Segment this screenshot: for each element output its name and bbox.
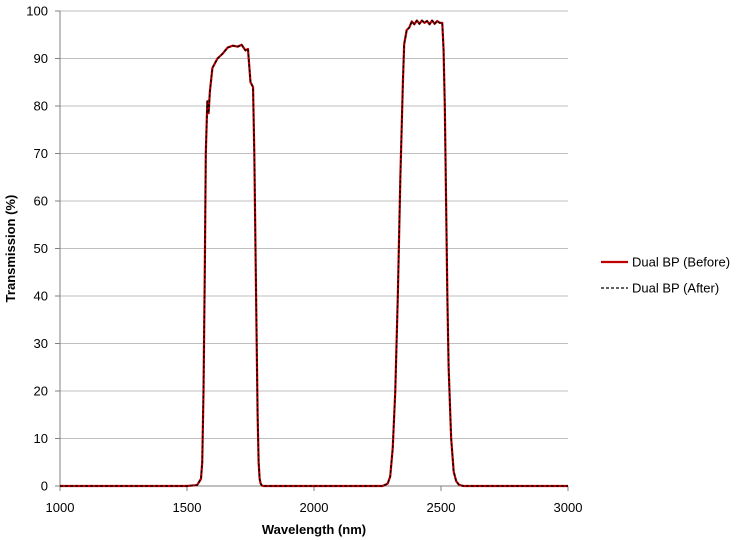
- y-tick-label-90: 90: [34, 51, 48, 66]
- x-tick-label-2000: 2000: [300, 500, 329, 515]
- y-axis-title: Transmission (%): [3, 195, 18, 303]
- legend-label-0: Dual BP (Before): [632, 255, 730, 270]
- series-line-0: [60, 19, 568, 488]
- legend: Dual BP (Before) Dual BP (After): [601, 255, 730, 296]
- y-tick-label-100: 100: [26, 4, 48, 19]
- y-tick-label-40: 40: [34, 289, 48, 304]
- y-axis-tick-labels: 0 10 20 30 40 50 60 70 80 90 100: [26, 4, 48, 494]
- gridlines: [60, 10, 568, 439]
- axes: [55, 10, 569, 491]
- x-tick-label-1000: 1000: [46, 500, 75, 515]
- y-tick-label-30: 30: [34, 336, 48, 351]
- y-tick-label-50: 50: [34, 241, 48, 256]
- y-tick-label-0: 0: [41, 479, 48, 494]
- legend-label-1: Dual BP (After): [632, 281, 719, 296]
- x-tick-label-2500: 2500: [427, 500, 456, 515]
- y-tick-label-60: 60: [34, 194, 48, 209]
- x-axis-title: Wavelength (nm): [262, 522, 366, 537]
- series-line-1: [60, 19, 568, 487]
- x-axis-tick-labels: 1000 1500 2000 2500 3000: [46, 500, 583, 515]
- y-tick-label-80: 80: [34, 99, 48, 114]
- y-tick-label-10: 10: [34, 431, 48, 446]
- y-tick-label-20: 20: [34, 384, 48, 399]
- plot-area: [60, 19, 568, 488]
- x-tick-label-3000: 3000: [554, 500, 583, 515]
- x-tick-label-1500: 1500: [173, 500, 202, 515]
- y-tick-label-70: 70: [34, 146, 48, 161]
